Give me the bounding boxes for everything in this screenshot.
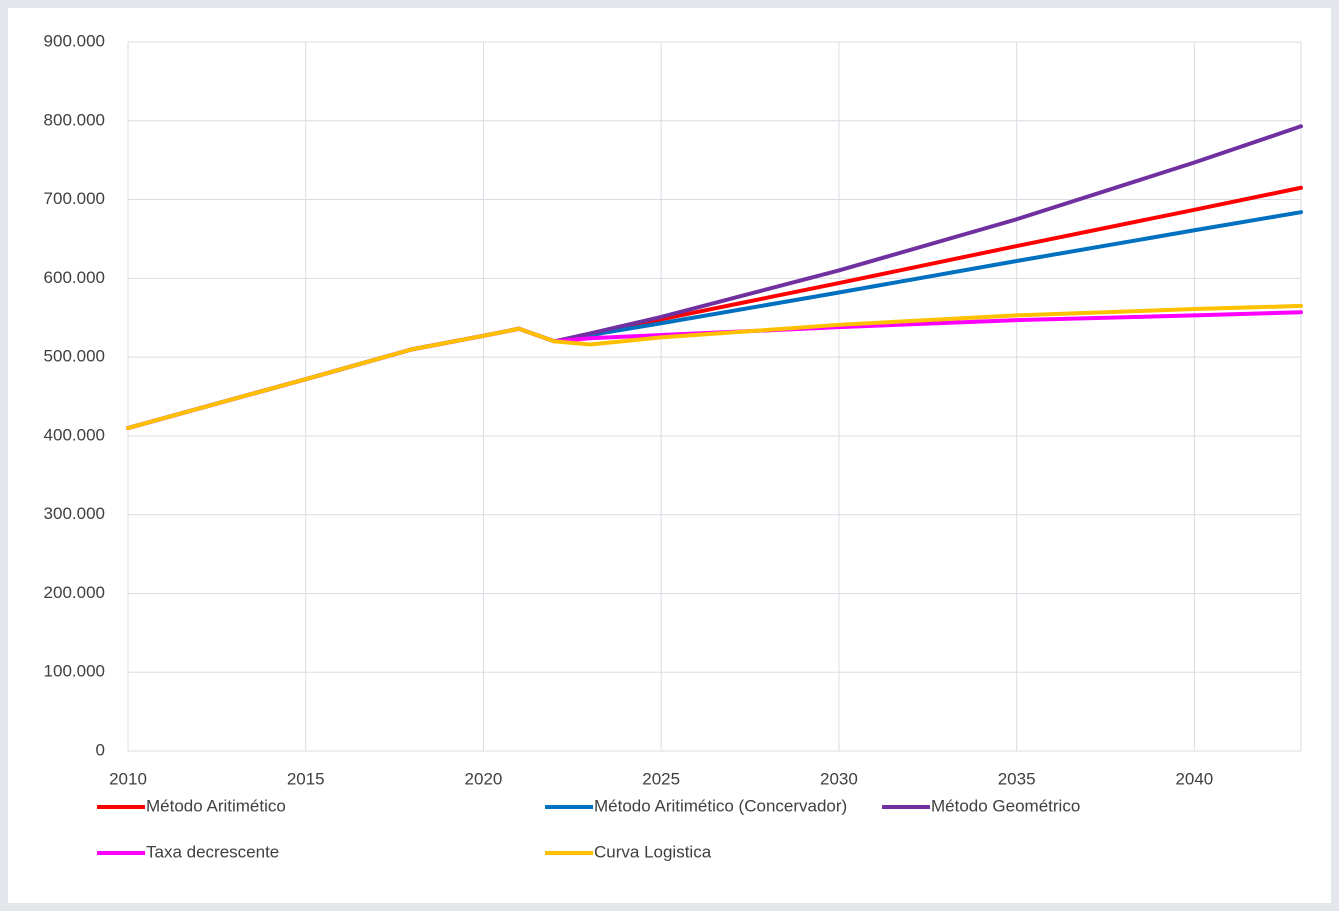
legend-label: Curva Logistica: [594, 842, 712, 861]
x-tick-label: 2030: [820, 769, 858, 788]
legend-label: Taxa decrescente: [146, 842, 279, 861]
y-tick-label: 300.000: [44, 504, 105, 523]
y-tick-label: 700.000: [44, 189, 105, 208]
legend-label: Método Aritimético (Concervador): [594, 796, 847, 815]
legend-label: Método Aritimético: [146, 796, 286, 815]
legend-label: Método Geométrico: [931, 796, 1080, 815]
x-tick-label: 2015: [287, 769, 325, 788]
series-line: [126, 303, 1303, 431]
y-tick-label: 600.000: [44, 268, 105, 287]
y-tick-label: 0: [96, 740, 105, 759]
y-tick-label: 500.000: [44, 347, 105, 366]
x-tick-label: 2010: [109, 769, 147, 788]
y-tick-label: 900.000: [44, 31, 105, 50]
x-tick-label: 2025: [642, 769, 680, 788]
x-tick-label: 2020: [465, 769, 503, 788]
x-tick-label: 2035: [998, 769, 1036, 788]
y-tick-label: 400.000: [44, 425, 105, 444]
y-tick-label: 200.000: [44, 583, 105, 602]
y-tick-label: 100.000: [44, 662, 105, 681]
y-tick-label: 800.000: [44, 110, 105, 129]
x-tick-label: 2040: [1175, 769, 1213, 788]
